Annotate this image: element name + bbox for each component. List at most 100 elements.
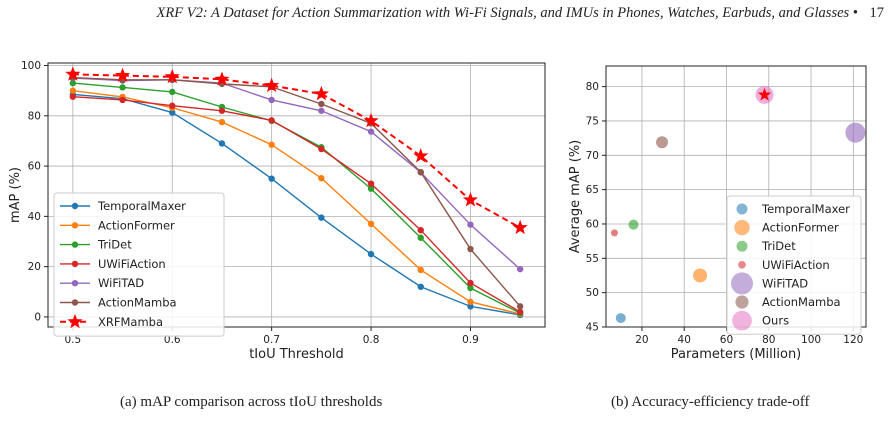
legend-marker [67,313,83,329]
scatter-point [693,268,708,283]
series-point [218,140,226,147]
series-point [467,303,474,310]
series-point [65,66,81,81]
series-point [119,84,126,91]
x-tick-label: 0.5 [64,334,81,346]
y-tick-label: 70 [586,150,599,162]
x-tick-label: 0.8 [363,334,380,346]
series-point [264,77,280,93]
legend-label: TriDet [761,239,796,253]
series-point [318,107,325,114]
x-tick-label: 0.9 [462,334,479,346]
series-line [72,76,521,307]
y-tick-label: 80 [28,110,41,122]
series-point [318,100,325,108]
legend-label: TemporalMaxer [761,202,850,216]
scatter-point [610,229,618,237]
series-point [417,227,424,234]
legend-box [53,192,225,337]
y-tick-label: 75 [586,115,599,127]
series-point [516,265,524,273]
map-vs-tiou-chart: 0.5 0.6 0.7 0.8 0.9 0 20 40 60 80 100 tIoU Threshol… [8,60,546,362]
legend-label: TriDet [97,238,132,252]
legend-marker [71,202,79,210]
series-point [367,220,375,228]
series-point [218,107,226,114]
series-point [318,145,325,153]
series-point [467,245,474,253]
accuracy-efficiency-chart: 20 40 60 80 100 1204550556065707580Parameters… [568,65,867,362]
legend-label: UWiFiAction [762,258,830,272]
series-point [69,79,77,87]
x-tick-label: 60 [720,334,733,346]
series-line [72,95,521,313]
x-tick-label: 0.7 [263,334,280,346]
x-tick-label: 100 [801,334,821,346]
y-tick-label: 60 [28,161,41,173]
series-point [69,87,77,94]
series-point [268,141,275,148]
series-point [512,219,528,235]
ours-star-marker [757,87,772,101]
legend-marker [738,260,746,269]
y-tick-label: 45 [586,322,599,334]
series-point [114,67,131,83]
legend-marker [71,260,79,268]
legend-marker [71,299,79,306]
series-point [169,88,176,96]
x-axis-label: tIoU Threshold [249,347,344,362]
legend-marker [732,310,752,331]
legend-label: UWiFiAction [98,257,166,271]
series-point [467,279,474,287]
series-line [72,93,521,316]
series-point [413,148,429,163]
legend-label: ActionMamba [98,296,177,310]
y-tick-label: 65 [586,184,599,196]
legend-label: ActionFormer [762,221,839,235]
x-tick-label: 40 [678,334,691,346]
caption-right: (b) Accuracy-efficiency trade-off [611,394,810,410]
legend-marker [736,240,748,252]
header-separator: • [852,5,858,21]
series-point [467,284,474,292]
series-point [69,93,77,100]
legend-label: ActionMamba [762,295,841,309]
series-point [318,214,325,221]
series-point [367,180,375,187]
series-point [268,96,275,104]
y-tick-label: 40 [28,211,41,223]
legend-marker [71,280,79,287]
legend-label: XRFMamba [98,315,163,329]
y-tick-label: 80 [586,81,599,93]
y-tick-label: 0 [34,311,41,323]
y-tick-label: 55 [586,253,599,265]
series-point [417,234,424,241]
series-point [462,192,479,207]
scatter-point [628,219,639,230]
legend-label: Ours [762,314,789,328]
scatter-point [656,136,669,149]
y-tick-label: 20 [28,261,41,273]
series-point [164,68,180,84]
series-point [318,174,325,182]
series-point [268,117,275,124]
series-point [268,175,275,182]
legend-marker [735,295,749,309]
series-point [363,112,379,128]
plot-frame [47,62,546,328]
legend-marker [71,241,79,248]
series-point [516,308,524,316]
x-tick-label: 80 [762,334,775,346]
page-number: 17 [869,5,885,21]
series-point [218,118,226,126]
series-point [169,102,176,109]
scatter-point [845,122,866,143]
series-point [516,303,524,310]
series-point [367,185,375,192]
series-point [313,85,329,101]
x-tick-label: 120 [843,334,863,346]
scatter-point [615,313,626,324]
series-point [169,109,176,116]
x-tick-label: 0.6 [164,334,181,346]
